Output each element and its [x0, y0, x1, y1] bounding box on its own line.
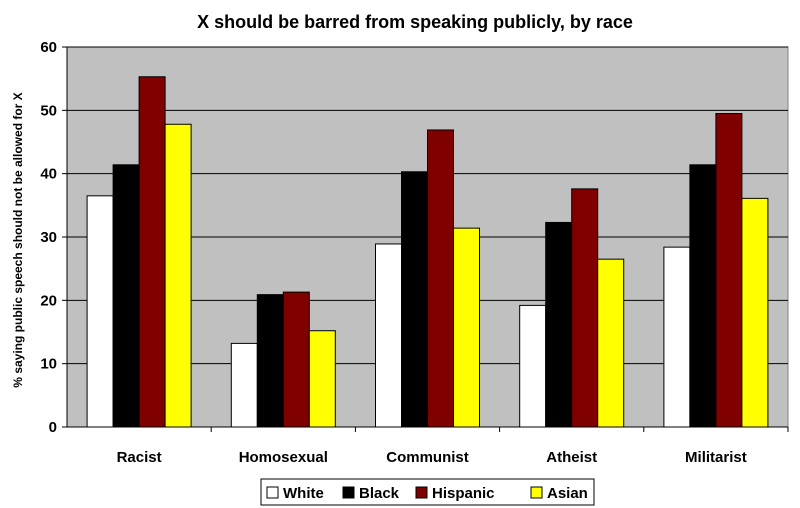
- category-label: Homosexual: [239, 449, 328, 466]
- bars: [86, 76, 769, 428]
- bar-black-communist: [401, 171, 428, 428]
- category-labels: Racist Homosexual Communist Atheist Militari…: [117, 449, 747, 466]
- category-label: Militarist: [685, 449, 747, 466]
- bar-hispanic-militarist: [715, 113, 743, 428]
- y-tick-label: 30: [40, 229, 57, 246]
- bar-asian-atheist: [597, 258, 625, 428]
- bar-hispanic-communist: [427, 129, 454, 428]
- y-tick-labels: 0 10 20 30 40 50 60: [40, 39, 57, 436]
- bar-asian-homosexual: [308, 330, 336, 428]
- bar-black-atheist: [545, 221, 573, 428]
- bar-white-racist: [86, 195, 114, 428]
- legend-label-asian: Asian: [547, 485, 588, 502]
- legend-swatch-black: [342, 486, 355, 499]
- y-tick-label: 50: [40, 102, 57, 119]
- y-tick-label: 20: [40, 292, 57, 309]
- bar-white-atheist: [519, 304, 547, 428]
- category-label: Communist: [386, 449, 469, 466]
- bar-white-communist: [375, 243, 402, 428]
- bar-hispanic-atheist: [571, 188, 599, 428]
- bar-black-militarist: [689, 164, 717, 428]
- bar-white-homosexual: [230, 342, 258, 428]
- legend-swatch-asian: [530, 486, 543, 499]
- axes: [62, 46, 789, 432]
- legend-label-hispanic: Hispanic: [432, 485, 495, 502]
- bar-black-racist: [112, 164, 140, 428]
- category-label: Racist: [117, 449, 162, 466]
- legend-label-white: White: [283, 485, 324, 502]
- y-tick-label: 40: [40, 166, 57, 183]
- bar-black-homosexual: [256, 294, 284, 428]
- legend-swatch-white: [266, 486, 279, 499]
- legend-label-black: Black: [359, 485, 400, 502]
- legend: White Black Hispanic Asian: [260, 478, 595, 506]
- y-tick-label: 60: [40, 39, 57, 56]
- bar-hispanic-homosexual: [282, 291, 310, 428]
- category-label: Atheist: [546, 449, 597, 466]
- bar-white-militarist: [663, 246, 691, 428]
- y-tick-label: 10: [40, 356, 57, 373]
- bar-hispanic-racist: [138, 76, 166, 428]
- chart-title: X should be barred from speaking publicl…: [197, 12, 633, 32]
- y-axis-label: % saying public speech should not be all…: [11, 92, 25, 387]
- bar-asian-communist: [453, 227, 480, 428]
- bar-asian-racist: [164, 123, 192, 428]
- bar-asian-militarist: [741, 197, 769, 428]
- legend-swatch-hispanic: [415, 486, 428, 499]
- y-tick-label: 0: [49, 419, 57, 436]
